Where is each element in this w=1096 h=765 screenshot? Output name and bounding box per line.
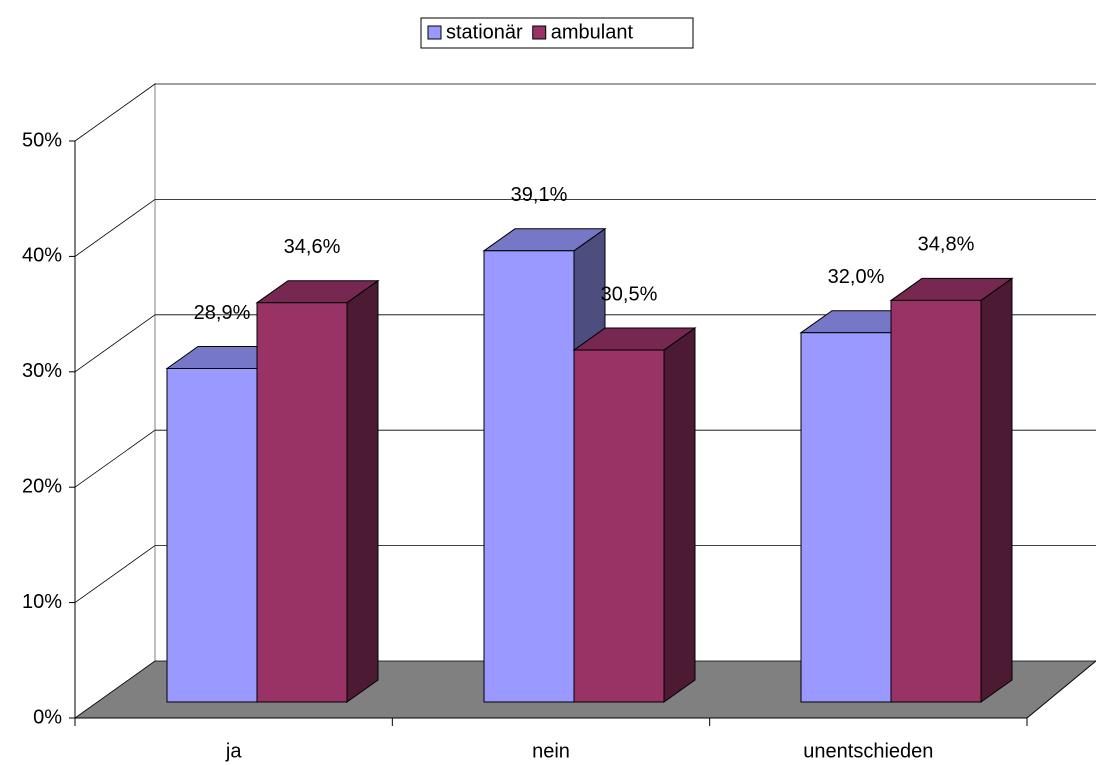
y-tick-label: 50% [22,129,62,151]
data-label: 34,6% [284,236,341,258]
legend-swatch [532,25,547,40]
grid-line [74,83,156,142]
bar [800,332,892,703]
data-label: 30,5% [601,283,658,305]
x-tick-label: nein [532,740,570,762]
bar [573,349,665,703]
data-label: 32,0% [828,266,885,288]
y-tick-label: 10% [22,591,62,613]
data-label: 28,9% [194,302,251,324]
data-label: 39,1% [511,184,568,206]
grid-line [74,660,156,719]
x-axis-depth [1026,660,1096,719]
legend-label: ambulant [551,21,634,43]
y-tick-label: 30% [22,360,62,382]
data-label: 34,8% [918,234,975,256]
grid-line [74,545,156,603]
x-tick-label: ja [225,740,242,762]
legend-swatch [427,25,442,40]
grid-line [74,199,156,257]
y-tick-label: 0% [33,706,62,728]
legend-label: stationär [446,21,523,43]
legend [420,17,694,49]
grid-line [74,314,156,373]
x-tick-label: unentschieden [803,740,933,762]
bar-side [980,277,1013,703]
y-tick-label: 40% [22,245,62,267]
y-tick-label: 20% [22,475,62,497]
bar [483,250,575,703]
bar-side [346,279,379,703]
bar [166,367,258,703]
grid-line [74,429,156,488]
bar [256,302,348,703]
bar-side [663,327,696,703]
bar [890,299,982,703]
